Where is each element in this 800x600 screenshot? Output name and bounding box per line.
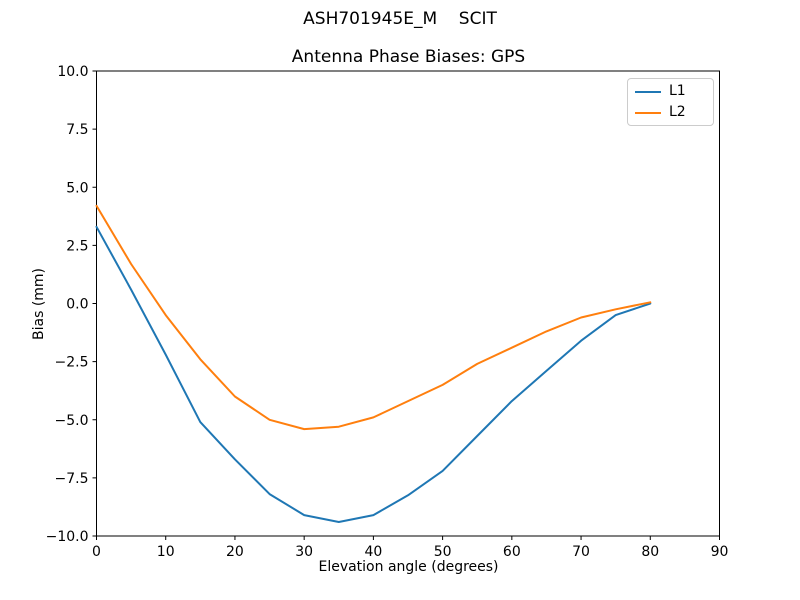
l2-legend-label: L2 xyxy=(669,104,686,120)
l1-legend-line xyxy=(635,90,661,93)
x-tick-label: 90 xyxy=(711,544,729,560)
x-tick-label: 30 xyxy=(295,544,313,560)
l1-legend-label: L1 xyxy=(669,83,686,99)
figure-suptitle: ASH701945E_M SCIT xyxy=(303,9,497,29)
x-tick-label: 80 xyxy=(641,544,659,560)
axes-title: Antenna Phase Biases: GPS xyxy=(291,47,526,67)
legend: L1 L2 xyxy=(627,78,714,126)
l2-line xyxy=(95,204,652,431)
x-tick-label: 50 xyxy=(434,544,452,560)
y-tick-label: 2.5 xyxy=(66,238,88,254)
x-tick-label: 0 xyxy=(92,544,101,560)
l1-line xyxy=(95,225,652,523)
x-tick-label: 40 xyxy=(364,544,382,560)
y-tick-label: 5.0 xyxy=(66,180,88,196)
y-tick-label: 10.0 xyxy=(57,64,88,80)
y-axis-label: Bias (mm) xyxy=(31,267,47,340)
y-tick-label: −7.5 xyxy=(55,471,89,487)
x-tick-label: 20 xyxy=(226,544,244,560)
l2-legend-line xyxy=(635,111,661,114)
x-axis-label: Elevation angle (degrees) xyxy=(318,559,499,575)
legend-entry-l1: L1 xyxy=(635,84,705,99)
y-tick-label: −2.5 xyxy=(55,355,89,371)
axes-spines xyxy=(96,70,720,537)
x-tick-label: 70 xyxy=(572,544,590,560)
x-tick-label: 60 xyxy=(503,544,521,560)
legend-entry-l2: L2 xyxy=(635,105,705,120)
y-tick-label: 0.0 xyxy=(66,297,88,313)
x-tick-label: 10 xyxy=(157,544,175,560)
y-tick-label: −5.0 xyxy=(55,413,89,429)
y-tick-label: 7.5 xyxy=(66,122,88,138)
y-tick-label: −10.0 xyxy=(46,529,89,545)
